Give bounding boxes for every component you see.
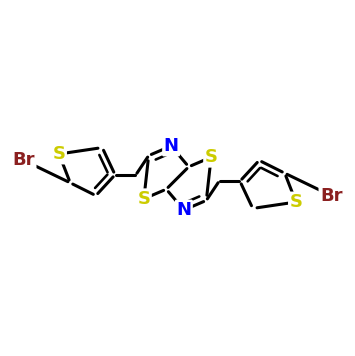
Text: S: S [204, 148, 218, 166]
Text: S: S [137, 190, 151, 208]
Text: N: N [164, 137, 179, 155]
Text: N: N [176, 201, 191, 219]
Text: Br: Br [320, 187, 343, 205]
Text: Br: Br [12, 151, 35, 169]
Text: S: S [53, 145, 66, 163]
Text: S: S [289, 193, 302, 211]
